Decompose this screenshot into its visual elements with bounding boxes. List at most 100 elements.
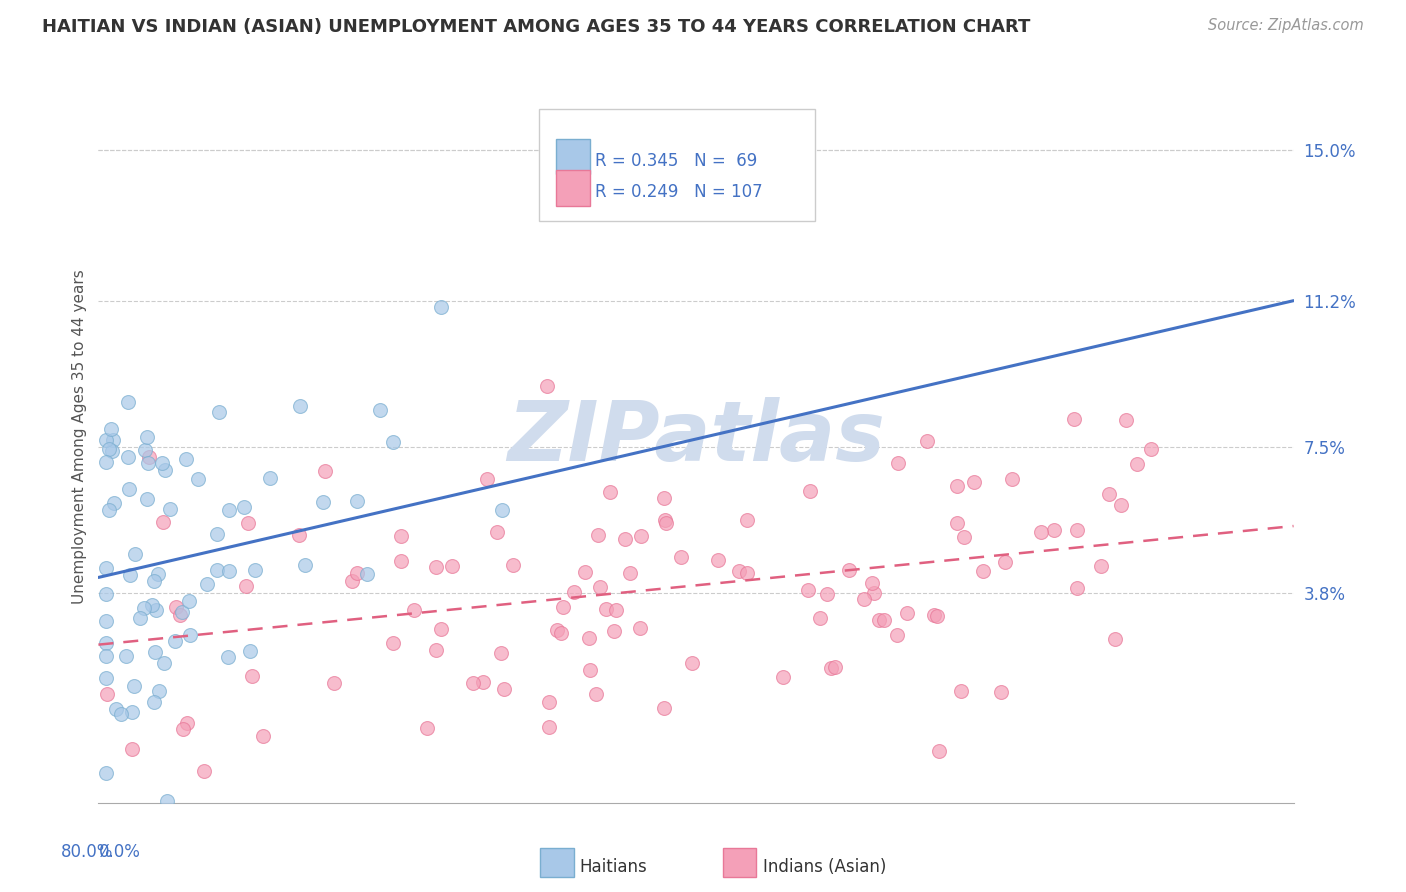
Point bbox=[104, 701, 127, 715]
Point bbox=[799, 484, 821, 499]
Point bbox=[537, 695, 560, 709]
Point bbox=[94, 455, 117, 469]
Point bbox=[172, 723, 194, 737]
Point bbox=[1031, 525, 1053, 540]
Point bbox=[945, 516, 967, 530]
Point bbox=[98, 503, 121, 517]
Point bbox=[852, 591, 875, 606]
Point bbox=[706, 552, 728, 566]
Point bbox=[141, 598, 163, 612]
Point bbox=[461, 675, 484, 690]
Point bbox=[1125, 457, 1147, 471]
Point bbox=[599, 485, 621, 500]
Point bbox=[98, 442, 121, 456]
Point bbox=[772, 669, 794, 683]
Point bbox=[129, 611, 152, 625]
Point bbox=[370, 403, 392, 417]
Point bbox=[1115, 413, 1137, 427]
Point bbox=[654, 513, 676, 527]
Point bbox=[1042, 523, 1064, 537]
Point bbox=[153, 463, 176, 477]
Point bbox=[143, 645, 166, 659]
Point bbox=[562, 585, 585, 599]
Point bbox=[820, 661, 842, 675]
Point bbox=[669, 549, 692, 564]
Point bbox=[271, 805, 294, 819]
Point bbox=[972, 564, 994, 578]
Point bbox=[314, 464, 336, 478]
Point bbox=[863, 586, 886, 600]
Point bbox=[259, 471, 281, 485]
Point bbox=[538, 719, 561, 733]
Point bbox=[163, 633, 186, 648]
Point bbox=[429, 300, 451, 314]
Point bbox=[416, 721, 439, 735]
Point bbox=[922, 607, 945, 622]
Point bbox=[145, 603, 167, 617]
Point bbox=[322, 675, 344, 690]
Point bbox=[492, 681, 515, 696]
Point bbox=[174, 451, 197, 466]
Point bbox=[735, 566, 758, 581]
Point bbox=[94, 586, 117, 600]
Point bbox=[441, 558, 464, 573]
Point bbox=[294, 558, 316, 573]
Point bbox=[628, 621, 651, 635]
Point bbox=[603, 624, 626, 638]
Point bbox=[136, 457, 159, 471]
Point bbox=[654, 701, 676, 715]
Point bbox=[619, 566, 641, 580]
Text: HAITIAN VS INDIAN (ASIAN) UNEMPLOYMENT AMONG AGES 35 TO 44 YEARS CORRELATION CHA: HAITIAN VS INDIAN (ASIAN) UNEMPLOYMENT A… bbox=[42, 18, 1031, 36]
Point bbox=[953, 530, 976, 544]
Point bbox=[425, 560, 447, 574]
Point bbox=[356, 566, 378, 581]
Point bbox=[94, 766, 117, 780]
Point bbox=[176, 716, 198, 731]
Point bbox=[117, 395, 139, 409]
Point bbox=[239, 644, 262, 658]
Point bbox=[118, 483, 141, 497]
Point bbox=[1066, 523, 1088, 537]
Point bbox=[1109, 498, 1132, 512]
Point bbox=[94, 649, 117, 664]
Point bbox=[179, 628, 201, 642]
Point bbox=[425, 643, 447, 657]
Point bbox=[169, 608, 191, 623]
Point bbox=[195, 577, 218, 591]
Point bbox=[312, 494, 335, 508]
Point bbox=[252, 729, 274, 743]
Point bbox=[477, 472, 499, 486]
Point bbox=[491, 503, 513, 517]
Point bbox=[585, 687, 607, 701]
Point bbox=[994, 555, 1017, 569]
Point bbox=[737, 513, 759, 527]
Point bbox=[235, 579, 257, 593]
Point bbox=[143, 574, 166, 589]
Point bbox=[963, 475, 986, 490]
Point bbox=[122, 679, 145, 693]
Point bbox=[1139, 442, 1161, 456]
Point bbox=[134, 442, 156, 457]
Point bbox=[1001, 472, 1024, 486]
Point bbox=[236, 516, 259, 530]
Point bbox=[389, 529, 412, 543]
Point bbox=[927, 608, 949, 623]
Text: R = 0.249   N = 107: R = 0.249 N = 107 bbox=[596, 183, 763, 202]
Point bbox=[110, 706, 132, 721]
Text: 80.0%: 80.0% bbox=[60, 843, 114, 861]
Point bbox=[208, 405, 231, 419]
Point bbox=[187, 472, 209, 486]
Point bbox=[872, 613, 894, 627]
Point bbox=[536, 378, 558, 392]
Point bbox=[381, 434, 404, 449]
Point bbox=[838, 563, 860, 577]
Point bbox=[120, 568, 142, 582]
Point bbox=[546, 624, 568, 638]
Point bbox=[381, 636, 404, 650]
Point bbox=[138, 450, 160, 464]
Point bbox=[100, 444, 122, 458]
Point bbox=[550, 626, 572, 640]
Point bbox=[117, 450, 139, 465]
Point bbox=[402, 603, 425, 617]
Point bbox=[146, 567, 169, 582]
